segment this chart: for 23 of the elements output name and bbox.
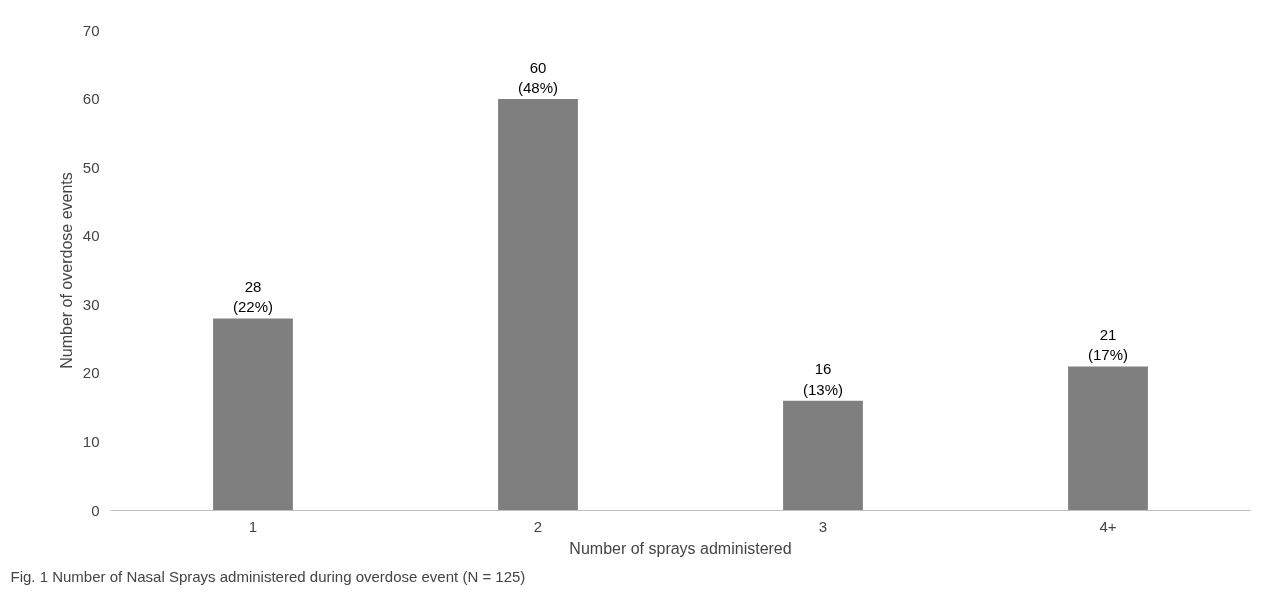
x-axis-title: Number of sprays administered xyxy=(569,539,792,557)
y-tick-label: 40 xyxy=(82,227,100,245)
y-tick-label: 70 xyxy=(82,21,100,39)
data-label: 16 (13%) xyxy=(802,360,844,398)
y-tick-label: 50 xyxy=(82,158,100,176)
y-tick-label: 30 xyxy=(82,295,100,313)
data-label: 28 (22%) xyxy=(232,278,274,316)
x-tick-label: 4+ xyxy=(1099,517,1117,535)
x-tick-label: 1 xyxy=(248,517,258,535)
y-tick-label: 0 xyxy=(91,501,100,519)
data-label: 60 (48%) xyxy=(517,58,559,97)
data-label: 21 (17%) xyxy=(1087,326,1129,364)
y-tick-label: 10 xyxy=(82,432,100,450)
caption: Fig. 1 Number of Nasal Sprays administered during overdose event (N = 125) xyxy=(10,567,526,585)
y-tick-label: 60 xyxy=(82,90,100,108)
y-axis-title: Number of overdose events xyxy=(57,172,75,369)
bar xyxy=(213,318,293,511)
bar xyxy=(783,400,863,511)
bar xyxy=(498,99,578,511)
x-tick-label: 3 xyxy=(818,517,828,535)
bar xyxy=(1068,366,1148,511)
x-tick-label: 2 xyxy=(533,517,543,535)
y-tick-label: 20 xyxy=(82,364,100,382)
